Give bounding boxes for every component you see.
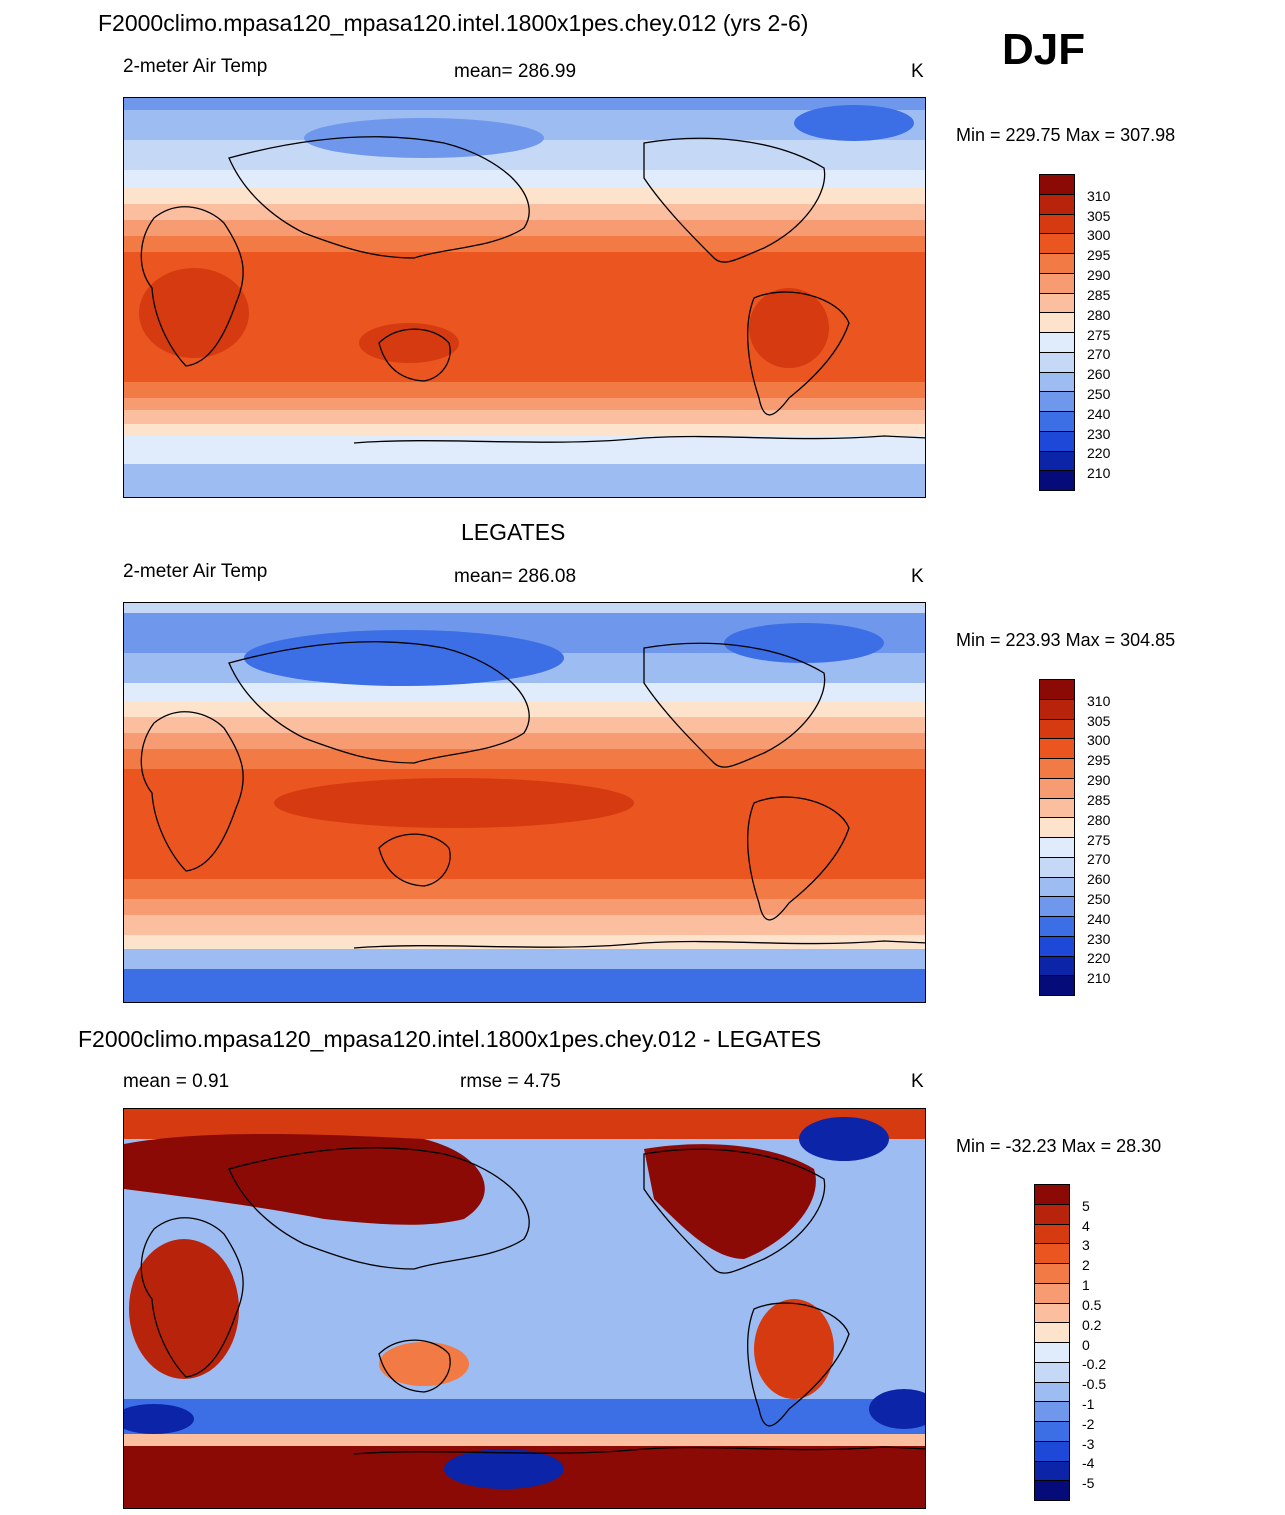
panel3-units-label: K <box>911 1071 924 1092</box>
colorbar-label: 305 <box>1087 713 1111 729</box>
colorbar-label: 285 <box>1087 792 1111 808</box>
panel2-mean-label: mean= 286.08 <box>454 566 577 587</box>
colorbar-label: 0.2 <box>1082 1317 1102 1333</box>
colorbar-label: 3 <box>1082 1237 1090 1253</box>
colorbar-label: 4 <box>1082 1218 1090 1234</box>
colorbar-label: -3 <box>1082 1436 1095 1452</box>
colorbar-label: 5 <box>1082 1198 1090 1214</box>
panel2-map-field <box>124 603 925 1002</box>
panel2-title: LEGATES <box>461 519 566 545</box>
colorbar-label: 280 <box>1087 812 1111 828</box>
colorbar-label: 260 <box>1087 871 1111 887</box>
colorbar-label: 280 <box>1087 307 1111 323</box>
colorbar-label: 250 <box>1087 386 1111 402</box>
colorbar-label: 240 <box>1087 406 1111 422</box>
colorbar-label: 220 <box>1087 950 1111 966</box>
colorbar-label: 310 <box>1087 693 1111 709</box>
colorbar-label: 275 <box>1087 327 1111 343</box>
colorbar-label: 300 <box>1087 227 1111 243</box>
colorbar-label: 250 <box>1087 891 1111 907</box>
panel2-colorbar-labels: 310 305 300 295 290 285 280 275 270 260 … <box>1087 679 1157 996</box>
panel3-map <box>123 1108 926 1509</box>
colorbar-label: 0 <box>1082 1337 1090 1353</box>
colorbar-label: 295 <box>1087 752 1111 768</box>
main-title: F2000climo.mpasa120_mpasa120.intel.1800x… <box>98 10 809 36</box>
colorbar-label: 270 <box>1087 851 1111 867</box>
colorbar-label: -4 <box>1082 1455 1095 1471</box>
panel3-colorbar-labels: 5 4 3 2 1 0.5 0.2 0 -0.2 -0.5 -1 -2 -3 -… <box>1082 1184 1152 1501</box>
panel1-colorbar-labels: 310 305 300 295 290 285 280 275 270 260 … <box>1087 174 1157 491</box>
colorbar-label: 1 <box>1082 1277 1090 1293</box>
panel1-units-label: K <box>911 61 924 82</box>
colorbar-label: 0.5 <box>1082 1297 1102 1313</box>
colorbar-label: 275 <box>1087 832 1111 848</box>
panel3-mean-label: mean = 0.91 <box>123 1071 230 1092</box>
panel1-map-field <box>124 98 925 497</box>
colorbar-label: 220 <box>1087 445 1111 461</box>
colorbar-label: 210 <box>1087 465 1111 481</box>
colorbar-label: 285 <box>1087 287 1111 303</box>
panel2-units-label: K <box>911 566 924 587</box>
panel2-colorbar <box>1039 679 1075 996</box>
colorbar-label: 230 <box>1087 426 1111 442</box>
panel2-variable-label: 2-meter Air Temp <box>123 561 268 582</box>
panel1-mean-label: mean= 286.99 <box>454 61 577 82</box>
panel1-variable-label: 2-meter Air Temp <box>123 56 268 77</box>
colorbar-label: -0.2 <box>1082 1356 1107 1372</box>
colorbar-label: 240 <box>1087 911 1111 927</box>
colorbar-label: 290 <box>1087 267 1111 283</box>
panel1-map <box>123 97 926 498</box>
colorbar-label: 210 <box>1087 970 1111 986</box>
panel1-minmax: Min = 229.75 Max = 307.98 <box>956 125 1176 145</box>
colorbar-label: -1 <box>1082 1396 1095 1412</box>
panel3-rmse-label: rmse = 4.75 <box>460 1071 561 1092</box>
colorbar-label: 310 <box>1087 188 1111 204</box>
colorbar-label: 260 <box>1087 366 1111 382</box>
colorbar-label: 300 <box>1087 732 1111 748</box>
panel2-map <box>123 602 926 1003</box>
colorbar-label: -2 <box>1082 1416 1095 1432</box>
panel3-minmax: Min = -32.23 Max = 28.30 <box>956 1136 1162 1156</box>
colorbar-label: -5 <box>1082 1475 1095 1491</box>
panel2-minmax: Min = 223.93 Max = 304.85 <box>956 630 1176 650</box>
colorbar-label: 290 <box>1087 772 1111 788</box>
colorbar-label: 230 <box>1087 931 1111 947</box>
colorbar-label: 270 <box>1087 346 1111 362</box>
colorbar-label: 2 <box>1082 1257 1090 1273</box>
colorbar-label: -0.5 <box>1082 1376 1107 1392</box>
season-label: DJF <box>1002 25 1086 74</box>
panel3-title: F2000climo.mpasa120_mpasa120.intel.1800x… <box>78 1026 822 1052</box>
panel3-colorbar <box>1034 1184 1070 1501</box>
panel1-colorbar <box>1039 174 1075 491</box>
colorbar-label: 295 <box>1087 247 1111 263</box>
panel3-map-field <box>124 1109 925 1508</box>
colorbar-label: 305 <box>1087 208 1111 224</box>
